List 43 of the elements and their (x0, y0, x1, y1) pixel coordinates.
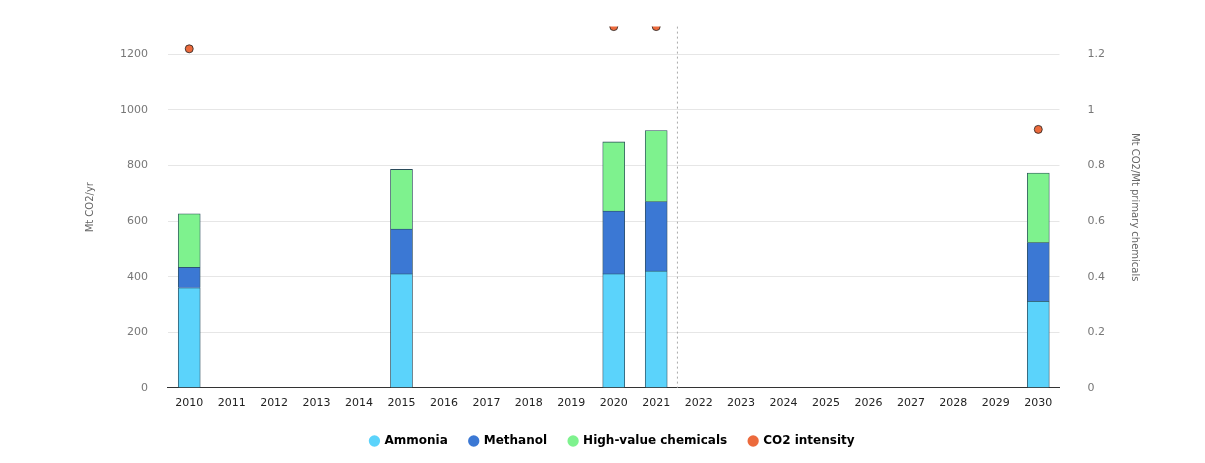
x-tick-label: 2024 (769, 396, 798, 410)
x-tick-label: 2013 (302, 396, 331, 410)
x-tick-label: 2028 (939, 396, 968, 410)
y-tick-label: 400 (126, 269, 148, 283)
legend-label: Methanol (483, 433, 548, 448)
y-tick-label: 1200 (119, 47, 148, 61)
y2-tick-label: 0.4 (1087, 269, 1106, 283)
x-tick-label: 2029 (981, 396, 1010, 410)
y2-tick-label: 0.6 (1087, 213, 1106, 227)
legend-label: Ammonia (384, 433, 448, 448)
x-tick-label: 2020 (599, 396, 628, 410)
y-tick-label: 800 (126, 158, 148, 172)
x-tick-label: 2010 (175, 396, 204, 410)
y2-tick-label: 0.2 (1087, 325, 1106, 339)
x-tick-label: 2015 (387, 396, 416, 410)
point (1033, 125, 1043, 134)
x-tick-label: 2021 (642, 396, 671, 410)
y2-tick-label: 1 (1087, 102, 1095, 116)
y-tick-label: 1000 (119, 102, 148, 116)
y-tick-label: 0 (140, 380, 148, 394)
legend-label: High-value chemicals (583, 433, 728, 448)
y-tick-label: 600 (126, 213, 148, 227)
y2-tick-label: 1.2 (1087, 47, 1106, 61)
y2-tick-label: 0.8 (1087, 158, 1106, 172)
y2-axis-title: Mt CO2/Mt primary chemicals (1130, 132, 1142, 282)
x-tick-label: 2022 (684, 396, 713, 410)
point (184, 44, 194, 54)
y-axis-title: Mt CO2/yr (83, 181, 95, 233)
y-tick-label: 200 (126, 325, 148, 339)
x-tick-label: 2019 (557, 396, 586, 410)
x-tick-label: 2017 (472, 396, 501, 410)
x-tick-label: 2027 (896, 396, 925, 410)
x-tick-label: 2016 (429, 396, 458, 410)
x-tick-label: 2026 (854, 396, 883, 410)
y2-tick-label: 0 (1087, 380, 1095, 394)
x-tick-label: 2030 (1024, 396, 1053, 410)
x-tick-label: 2025 (812, 396, 841, 410)
x-tick-label: 2023 (727, 396, 756, 410)
x-tick-label: 2018 (514, 396, 543, 410)
x-tick-label: 2011 (217, 396, 246, 410)
legend-label: CO2 intensity (763, 433, 855, 448)
x-tick-label: 2012 (260, 396, 289, 410)
x-tick-label: 2014 (345, 396, 374, 410)
